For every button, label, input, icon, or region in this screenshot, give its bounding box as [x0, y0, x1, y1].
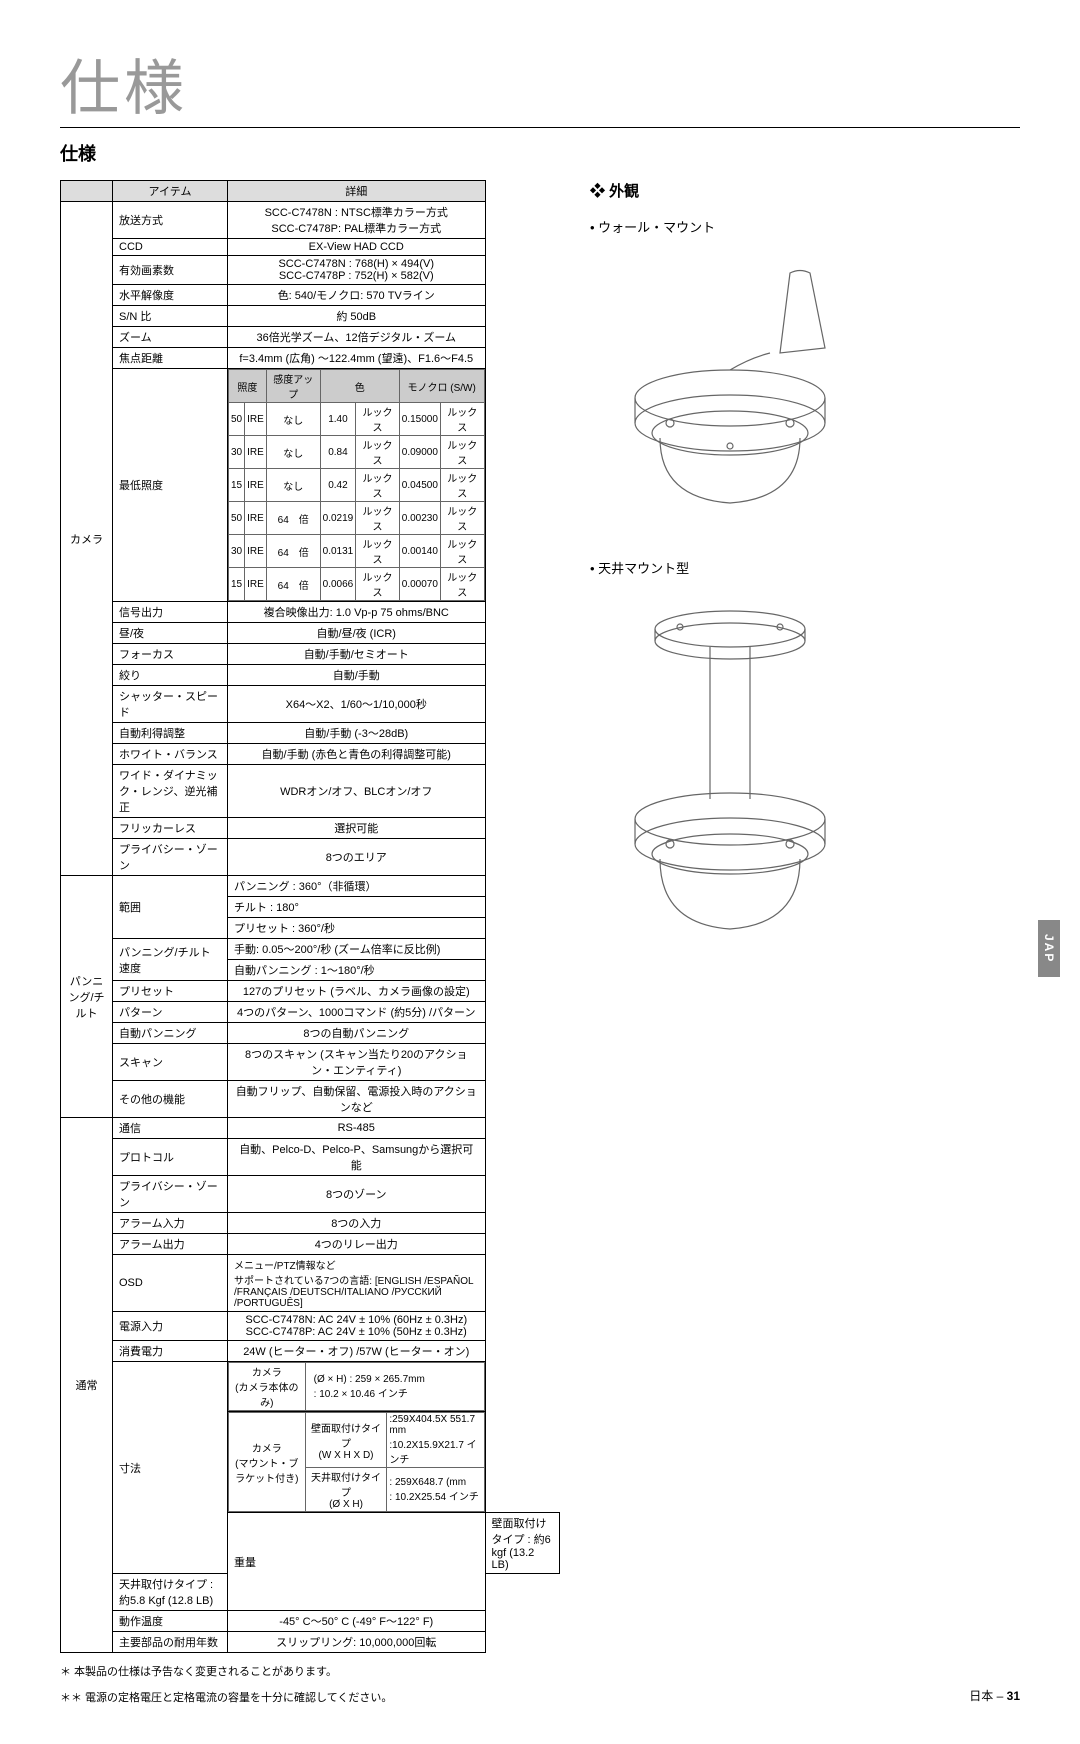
ceiling-mount-image	[590, 589, 870, 969]
ceiling-mount-label: 天井マウント型	[590, 558, 1020, 577]
header-detail: 詳細	[228, 181, 486, 202]
side-tab: JAP	[1038, 920, 1060, 977]
category-camera: カメラ	[61, 202, 113, 876]
category-normal: 通常	[61, 1118, 113, 1653]
wall-mount-image	[590, 248, 870, 528]
min-illum-table: 照度感度アップ色モノクロ (S/W) 50IREなし1.40ルックス0.1500…	[228, 369, 485, 601]
min-illum-label: 最低照度	[113, 369, 228, 602]
footnote-1: ＊ 本製品の仕様は予告なく変更されることがあります。	[60, 1663, 1020, 1679]
spec-table: アイテム詳細 カメラ 放送方式SCC-C7478N : NTSC標準カラー方式 …	[60, 180, 560, 1653]
wall-mount-label: ウォール・マウント	[590, 217, 1020, 236]
appearance-header: 外観	[590, 180, 1020, 201]
page-title-small: 仕様	[60, 140, 1020, 166]
category-pantilt: パンニング/チルト	[61, 876, 113, 1118]
header-item: アイテム	[113, 181, 228, 202]
page-title-large: 仕様	[60, 40, 1020, 128]
